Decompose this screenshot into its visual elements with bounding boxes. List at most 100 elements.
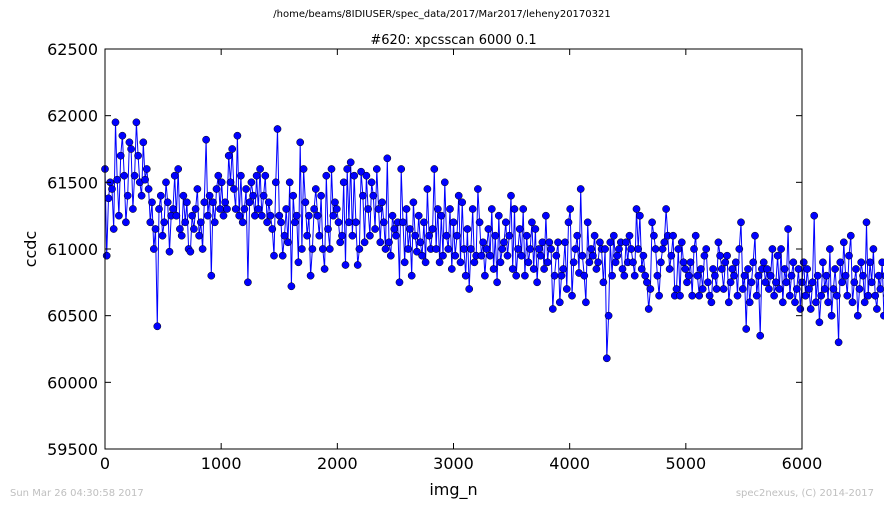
data-point [742, 325, 751, 333]
data-point [261, 171, 270, 180]
data-point [379, 218, 388, 227]
data-point [315, 231, 324, 240]
data-point [834, 338, 843, 347]
data-point [657, 258, 665, 267]
data-point [841, 271, 850, 280]
data-point [439, 251, 447, 260]
data-point [805, 285, 813, 293]
data-point [414, 211, 423, 220]
data-point [676, 291, 684, 300]
data-point [420, 218, 428, 227]
data-point [242, 185, 250, 193]
data-point [352, 218, 360, 227]
data-point [838, 278, 846, 287]
data-point [172, 211, 181, 220]
data-point [123, 191, 132, 200]
data-point [407, 271, 416, 280]
data-point [867, 278, 876, 287]
data-point [745, 298, 754, 307]
data-point [264, 198, 273, 207]
data-point [285, 178, 294, 187]
data-point [601, 245, 609, 253]
data-point [108, 185, 116, 193]
data-point [869, 245, 878, 253]
data-point [594, 258, 602, 267]
data-point [508, 265, 517, 273]
data-point [493, 278, 501, 287]
data-point [134, 151, 142, 160]
data-point [463, 225, 472, 233]
data-point [278, 251, 287, 260]
data-point [711, 271, 719, 280]
data-point [127, 145, 135, 153]
data-point [589, 251, 597, 260]
data-point [277, 218, 285, 227]
chart-title: #620: xpcsscan 6000 0.1 [370, 33, 536, 48]
data-point [421, 258, 430, 267]
y-axis-label: ccdc [21, 231, 40, 268]
data-point [822, 271, 831, 280]
data-point [318, 245, 327, 253]
data-point [305, 211, 313, 220]
data-point [366, 231, 374, 240]
data-point [292, 211, 301, 220]
data-point [672, 285, 681, 293]
data-point [724, 298, 733, 307]
data-point [831, 265, 839, 273]
data-point [327, 165, 336, 173]
data-point [360, 238, 369, 247]
data-point [228, 145, 237, 153]
data-point [129, 205, 137, 213]
data-point [411, 231, 420, 240]
data-point [245, 198, 254, 207]
data-point [824, 298, 832, 307]
data-point [846, 231, 855, 240]
data-point [747, 278, 756, 287]
data-point [826, 245, 834, 253]
data-point [491, 231, 500, 240]
data-point [606, 238, 615, 247]
data-point [827, 311, 836, 320]
data-point [202, 135, 210, 144]
data-point [444, 245, 453, 253]
data-point [231, 205, 240, 213]
axis-ticks: 0 1000 2000 3000 4000 5000 6000 59500 60000 60500… [47, 40, 822, 473]
data-point [148, 198, 156, 207]
data-point [684, 271, 693, 280]
data-point [660, 238, 669, 247]
data-point [221, 198, 230, 207]
data-point [707, 298, 716, 307]
data-point [216, 205, 224, 213]
data-point [343, 165, 352, 173]
data-point [688, 291, 697, 300]
data-point [163, 198, 172, 207]
data-point [174, 165, 183, 173]
data-point [435, 258, 444, 267]
data-point [275, 211, 284, 220]
data-point [843, 291, 852, 300]
data-point [237, 171, 245, 180]
data-point [468, 205, 477, 213]
data-point [709, 265, 717, 273]
data-point [698, 285, 707, 293]
data-point [555, 298, 564, 307]
data-point [782, 278, 791, 287]
data-point [259, 191, 268, 200]
data-point [482, 245, 491, 253]
y-tick-label: 61500 [47, 173, 98, 192]
data-point [303, 231, 311, 240]
data-point [880, 311, 884, 320]
data-point [571, 245, 580, 253]
data-point [602, 354, 611, 363]
data-point [346, 158, 355, 167]
data-point [615, 245, 623, 253]
data-point [397, 165, 406, 173]
data-point [812, 298, 820, 307]
data-point [569, 258, 578, 267]
data-point [437, 211, 446, 220]
data-point [585, 258, 594, 267]
data-point [578, 251, 587, 260]
data-point [440, 178, 449, 187]
data-point [568, 291, 576, 300]
